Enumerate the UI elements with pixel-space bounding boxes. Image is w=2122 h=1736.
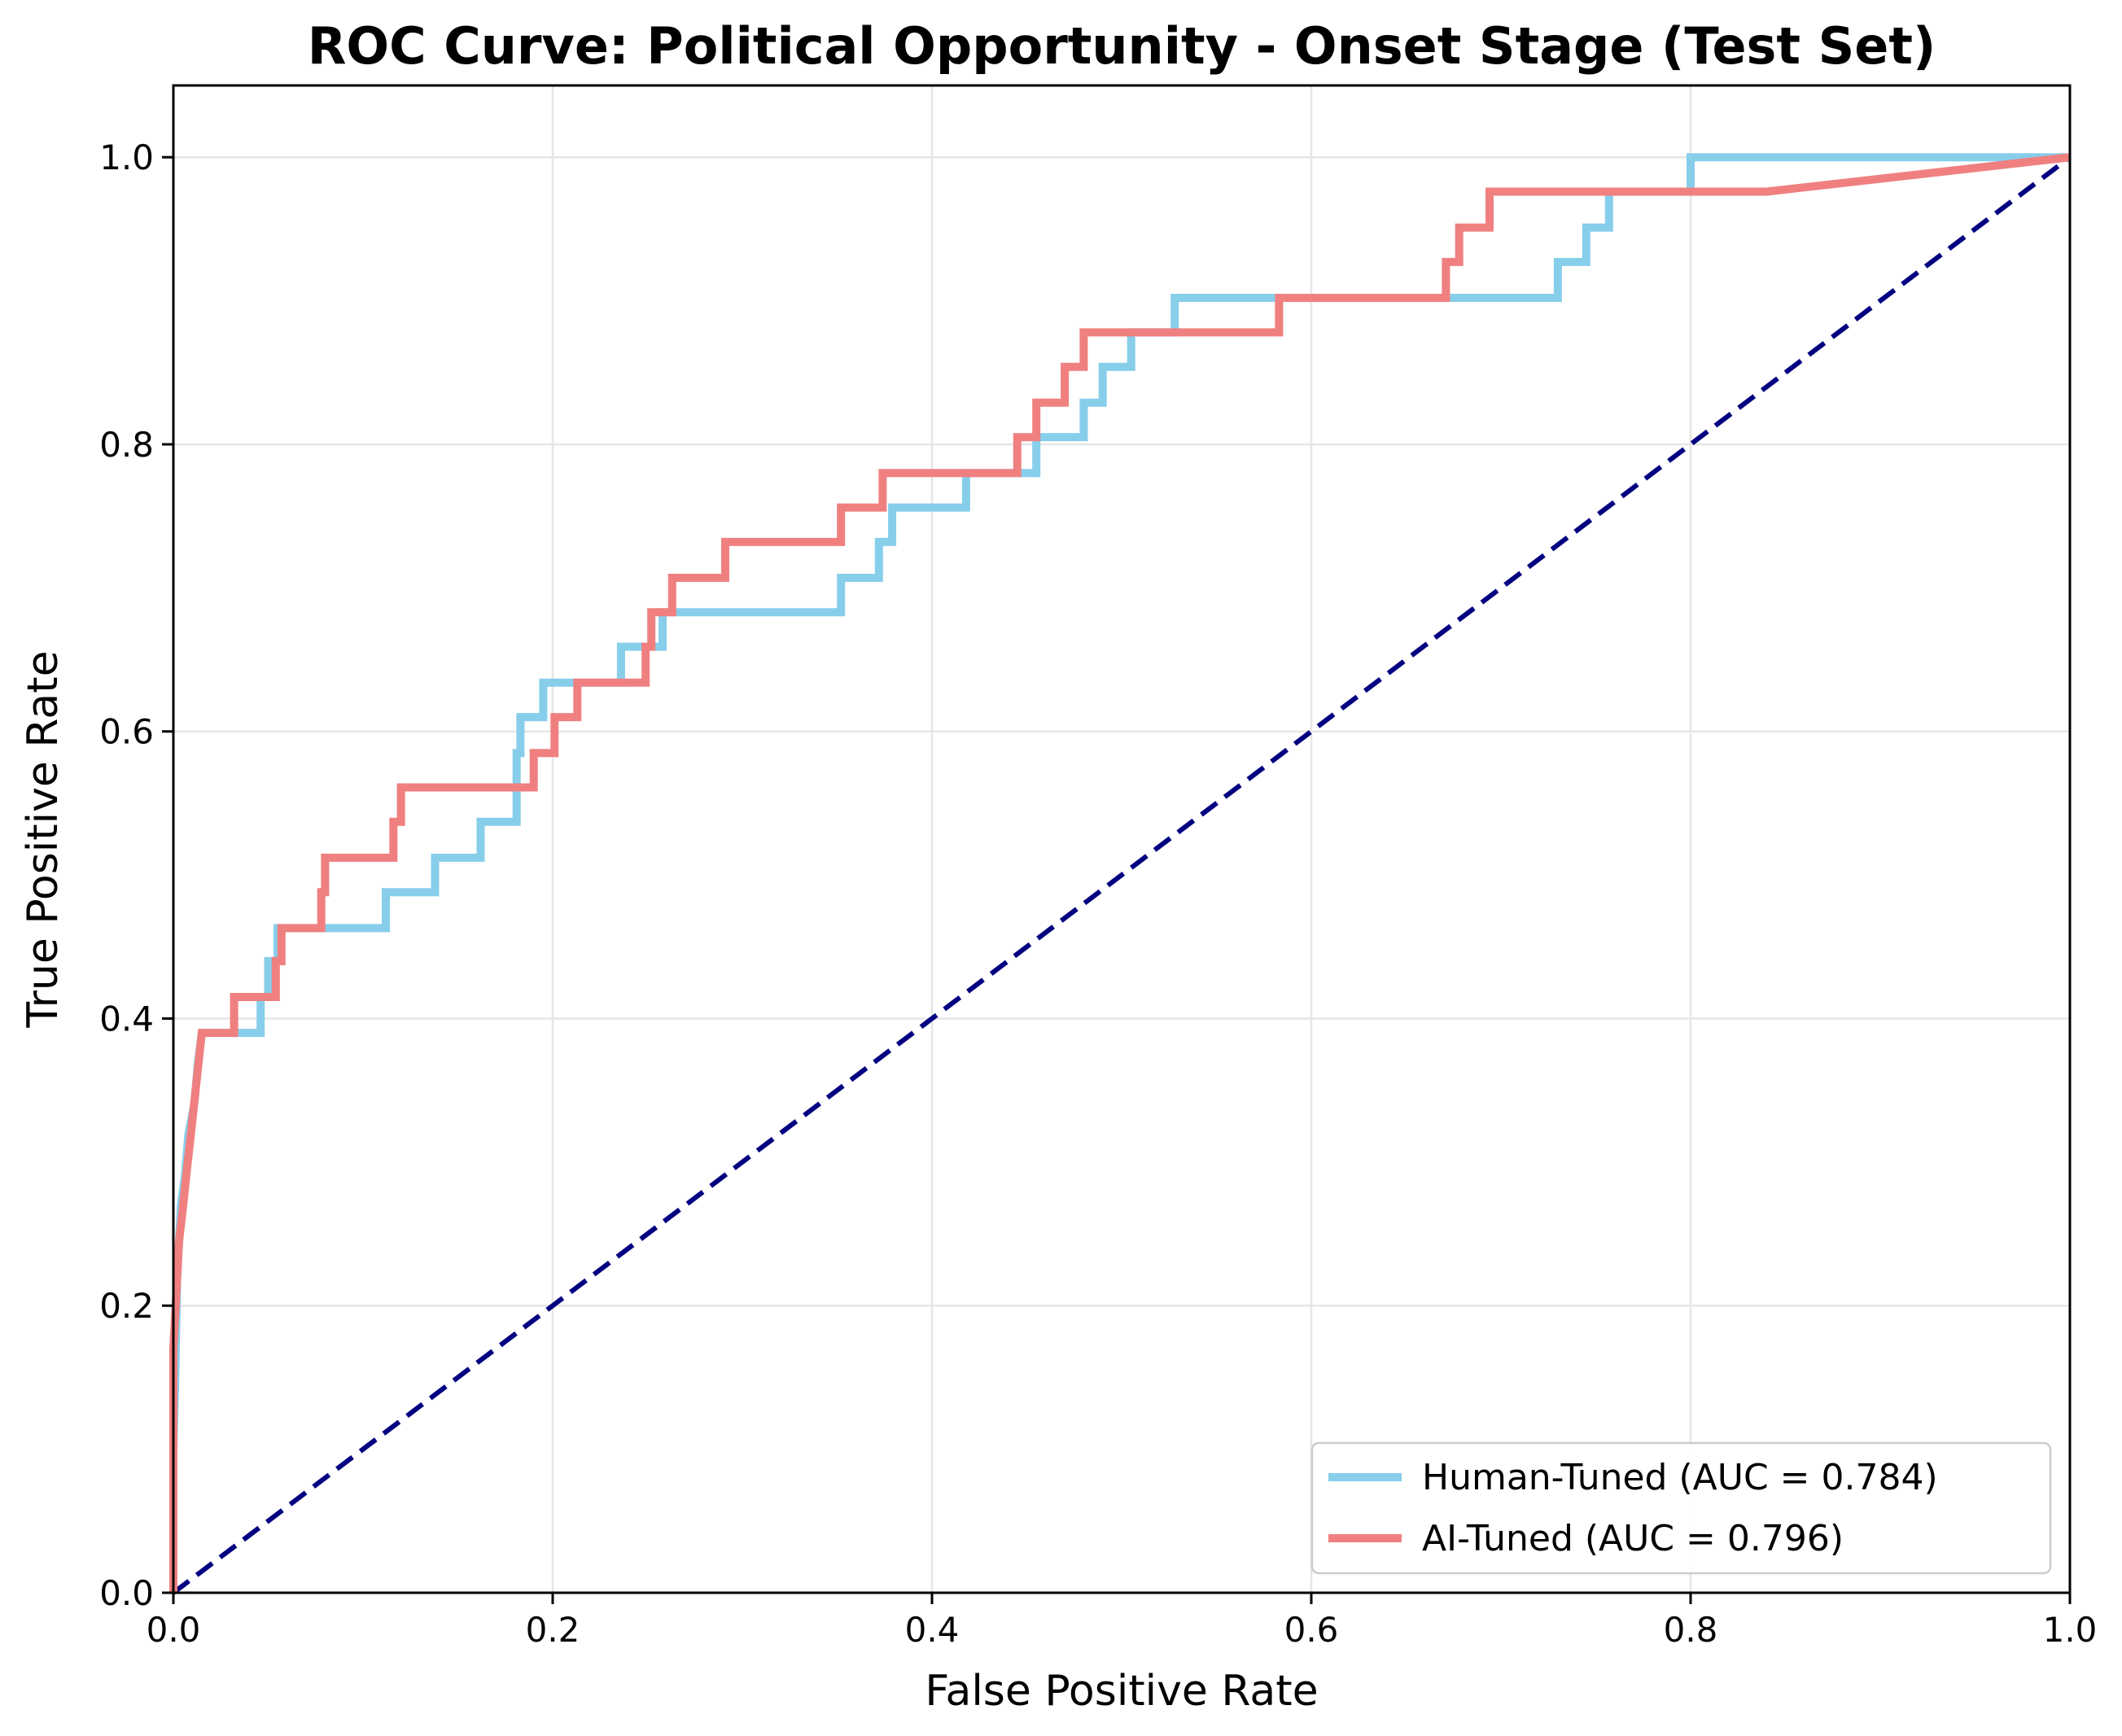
legend-label: Human-Tuned (AUC = 0.784): [1422, 1457, 1938, 1498]
y-tick-label: 0.2: [99, 1286, 154, 1326]
y-tick-label: 0.6: [99, 712, 154, 752]
grid-layer: [172, 85, 2072, 1594]
y-axis-label: True Positive Rate: [19, 650, 68, 1028]
x-tick-label: 0.6: [1284, 1610, 1339, 1650]
legend: Human-Tuned (AUC = 0.784) AI-Tuned (AUC =…: [1310, 1441, 2052, 1575]
chart-title: ROC Curve: Political Opportunity - Onset…: [308, 16, 1936, 76]
human-tuned-roc-line: [169, 153, 2070, 1593]
legend-box: [1310, 1441, 2052, 1575]
plot-frame: [172, 84, 2072, 1594]
y-tick-label: 1.0: [99, 138, 154, 177]
x-tick-label: 0.4: [905, 1610, 960, 1650]
legend-label: AI-Tuned (AUC = 0.796): [1422, 1518, 1844, 1559]
ai-tuned-roc-line: [169, 153, 2071, 1593]
y-tick-label: 0.8: [99, 425, 154, 465]
x-tick-label: 0.0: [147, 1610, 201, 1650]
random-baseline-line: [172, 155, 2072, 1595]
x-axis-label: False Positive Rate: [925, 1667, 1318, 1716]
x-tick-label: 0.8: [1664, 1610, 1718, 1650]
tick-layer: 0.0 0.2 0.4 0.6 0.8 1.0 0.0 0.2 0.4 0.6 0.8 1.0: [99, 138, 2097, 1650]
y-tick-label: 0.0: [99, 1573, 154, 1613]
y-tick-label: 0.4: [99, 999, 154, 1039]
x-tick-label: 0.2: [526, 1610, 580, 1650]
x-tick-label: 1.0: [2043, 1610, 2098, 1650]
series-layer: [169, 153, 2071, 1593]
baseline-layer: [172, 155, 2072, 1595]
